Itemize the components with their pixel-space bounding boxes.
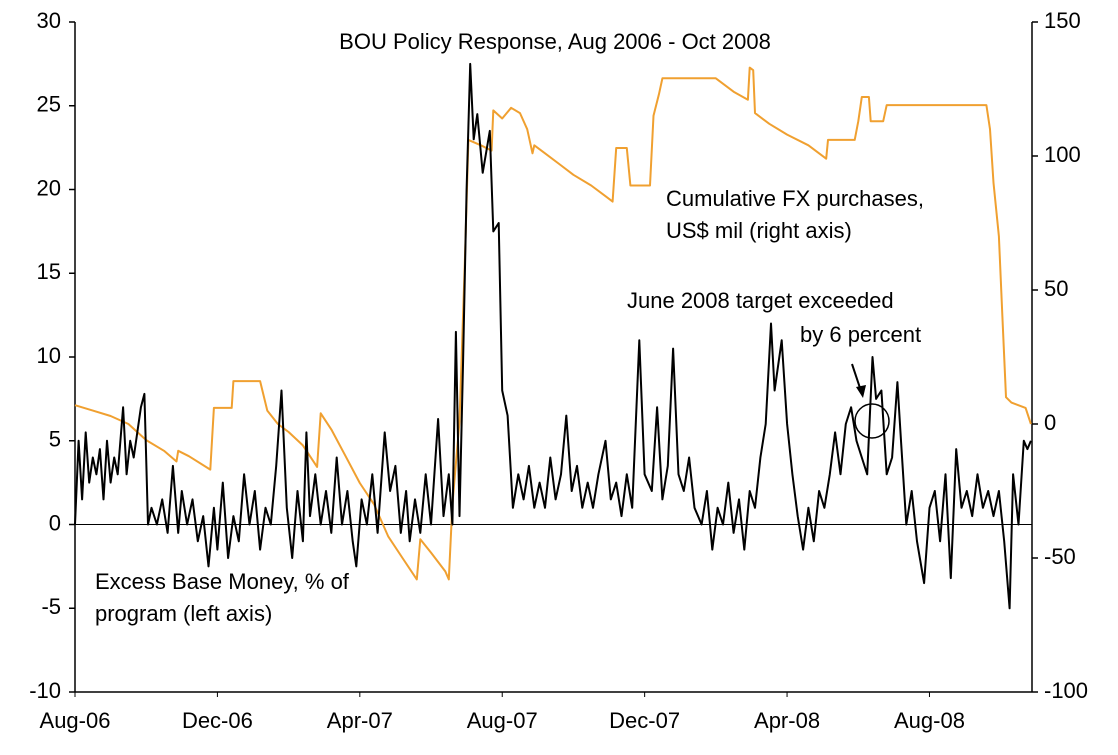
y-tick-label: -5 [41, 594, 61, 619]
x-tick-label: Apr-07 [327, 708, 393, 733]
x-tick-label: Apr-08 [754, 708, 820, 733]
y-tick-label: 0 [49, 510, 61, 535]
series-line [74, 62, 1032, 610]
series-line [74, 66, 1032, 581]
annotation: June 2008 target exceeded [627, 288, 894, 313]
y-tick-label: 15 [37, 259, 61, 284]
y-tick-label: 10 [37, 343, 61, 368]
y2-tick-label: -50 [1044, 544, 1076, 569]
x-tick-label: Aug-08 [894, 708, 965, 733]
arrow-head [856, 385, 866, 398]
title-background [278, 26, 848, 60]
y-tick-label: -10 [29, 678, 61, 703]
annotation: US$ mil (right axis) [666, 218, 852, 243]
x-tick-label: Dec-07 [609, 708, 680, 733]
y-tick-label: 30 [37, 8, 61, 33]
annotation: Cumulative FX purchases, [666, 186, 924, 211]
y2-tick-label: 50 [1044, 276, 1068, 301]
y2-tick-label: 0 [1044, 410, 1056, 435]
annotation: program (left axis) [95, 601, 272, 626]
plot-area [74, 62, 1032, 610]
y-tick-label: 5 [49, 427, 61, 452]
x-tick-label: Aug-07 [467, 708, 538, 733]
y2-tick-label: -100 [1044, 678, 1088, 703]
y2-tick-label: 100 [1044, 142, 1081, 167]
annotation: Excess Base Money, % of [95, 569, 350, 594]
chart-title: BOU Policy Response, Aug 2006 - Oct 2008 [339, 29, 771, 54]
highlight-circle [854, 403, 890, 439]
x-tick-label: Dec-06 [182, 708, 253, 733]
annotation: by 6 percent [800, 322, 921, 347]
y-tick-label: 25 [37, 92, 61, 117]
y-tick-label: 20 [37, 175, 61, 200]
x-tick-label: Aug-06 [40, 708, 111, 733]
y2-tick-label: 150 [1044, 8, 1081, 33]
